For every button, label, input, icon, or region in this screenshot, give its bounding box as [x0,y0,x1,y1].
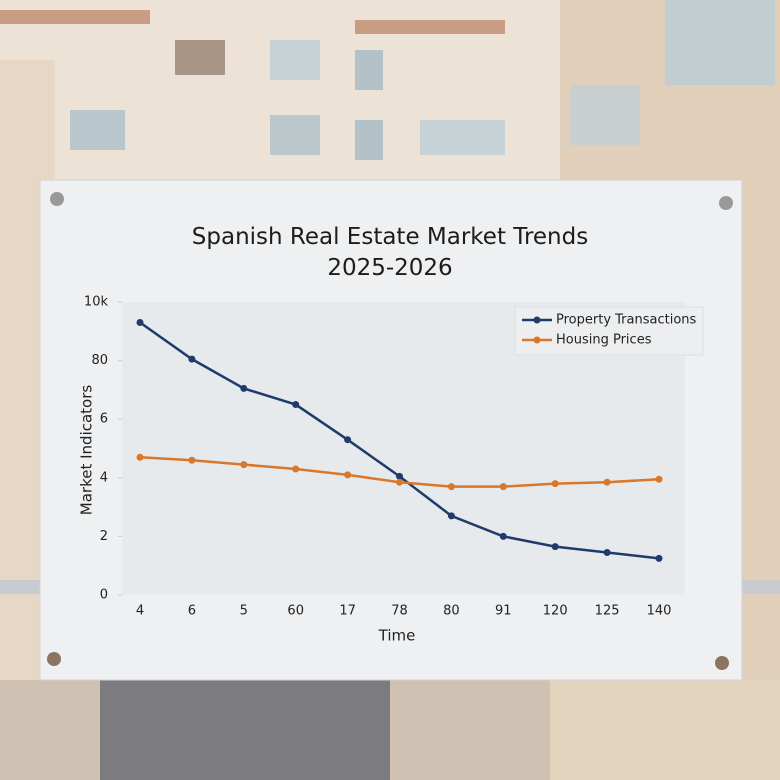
screw [47,652,61,666]
data-point [188,355,196,363]
x-tick-label: 17 [339,604,356,619]
x-tick-label: 140 [647,604,672,619]
data-point [136,319,144,327]
legend-marker [533,316,541,324]
x-tick-label: 125 [595,604,620,619]
data-point [551,543,559,551]
data-point [447,483,455,491]
x-tick-label: 5 [240,604,248,619]
y-tick-label: 6 [100,412,108,427]
data-point [655,475,663,483]
data-point [499,532,507,540]
data-point [344,436,352,444]
x-tick-label: 120 [543,604,568,619]
data-point [396,478,403,486]
y-tick-label: 2 [100,529,108,544]
x-tick-label: 91 [495,604,512,619]
y-tick-label: 4 [100,470,108,485]
data-point [292,465,300,473]
data-point [551,480,559,488]
y-tick-label: 80 [91,353,108,368]
screw [715,656,729,670]
legend-marker [533,336,541,344]
data-point [396,472,403,480]
data-point [603,549,611,557]
data-point [655,554,663,562]
data-point [292,401,300,409]
legend-box [514,306,704,356]
legend-label: Housing Prices [556,333,652,348]
y-axis-label: Market Indicators [78,385,96,516]
data-point [499,483,507,491]
x-tick-label: 4 [136,604,144,619]
data-point [188,456,196,464]
x-axis-label: Time [378,627,416,645]
data-point [447,512,455,520]
x-tick-label: 80 [443,604,460,619]
data-point [240,384,248,392]
x-tick-label: 78 [391,604,408,619]
y-tick-label: 0 [100,588,108,603]
screw [50,192,64,206]
chart-title: Spanish Real Estate Market Trends 2025-2… [191,224,589,281]
data-point [603,478,611,486]
screw [719,196,733,210]
x-tick-label: 60 [287,604,304,619]
data-point [136,453,144,461]
data-point [344,471,352,479]
data-point [240,461,248,469]
legend-label: Property Transactions [556,313,697,328]
y-tick-label: 10k [84,295,109,310]
x-tick-label: 6 [188,604,196,619]
